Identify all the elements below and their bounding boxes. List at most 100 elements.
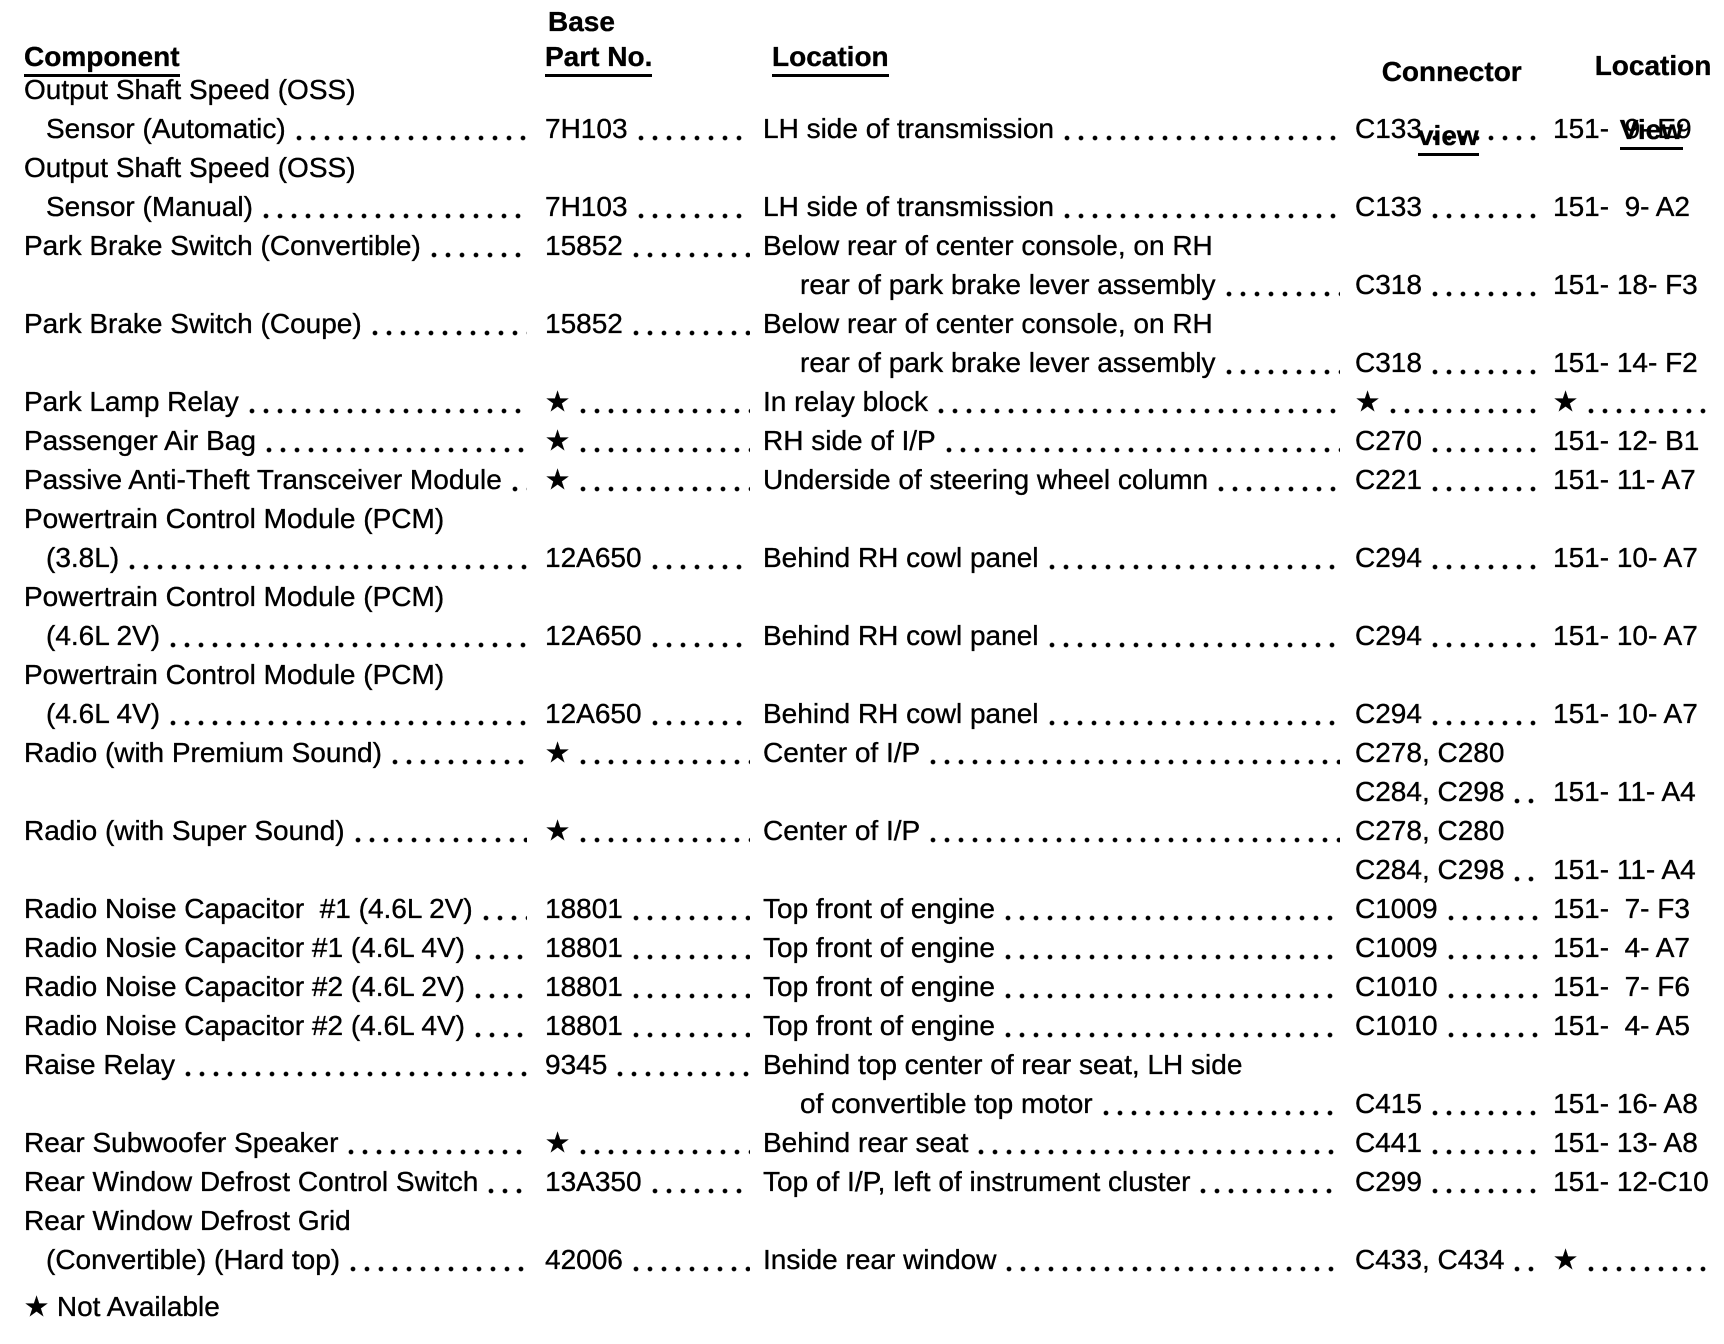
cell-conn: C133	[1355, 109, 1547, 148]
cell-view: 151- 9- E9	[1553, 109, 1720, 148]
cell-text: 18801	[545, 971, 623, 1002]
cell-conn: C1009	[1355, 928, 1547, 967]
cell-view: 151- 14- F2	[1553, 343, 1720, 382]
dot-leader	[1102, 1110, 1340, 1116]
cell-loc: Underside of steering wheel column	[763, 460, 1348, 499]
cell-text: 9345	[545, 1049, 608, 1080]
dot-leader	[1048, 564, 1340, 570]
dot-leader	[1588, 408, 1712, 414]
header-location: Location	[772, 41, 889, 77]
cell-part: 12A650	[545, 616, 758, 655]
dot-leader	[632, 1266, 750, 1272]
cell-text: C270	[1355, 425, 1422, 456]
table-row: Passenger Air Bag ★ RH side of I/P C270 151-…	[0, 421, 1724, 460]
dot-leader	[945, 447, 1340, 453]
cell-loc: Top front of engine	[763, 1006, 1348, 1045]
dot-leader	[262, 213, 527, 219]
cell-text: Behind RH cowl panel	[763, 620, 1039, 651]
cell-text: (Convertible) (Hard top)	[46, 1244, 341, 1275]
cell-conn: C133	[1355, 187, 1547, 226]
cell-view: 151- 11- A7	[1553, 460, 1720, 499]
cell-text: 151- 18- F3	[1553, 269, 1698, 300]
cell-text: Center of I/P	[763, 737, 921, 768]
cell-view: 151- 18- F3	[1553, 265, 1720, 304]
cell-text: Radio Noise Capacitor #2 (4.6L 4V)	[24, 1010, 465, 1041]
cell-text: Powertrain Control Module (PCM)	[24, 581, 445, 612]
cell-view: 151- 11- A4	[1553, 850, 1720, 889]
cell-view: 151- 4- A5	[1553, 1006, 1720, 1045]
cell-comp: Rear Window Defrost Grid	[24, 1201, 535, 1240]
cell-comp: Passive Anti-Theft Transceiver Module	[24, 460, 535, 499]
cell-text: 15852	[545, 230, 623, 261]
dot-leader	[651, 720, 750, 726]
cell-text: (4.6L 4V)	[46, 698, 161, 729]
dot-leader	[580, 837, 750, 843]
cell-text: C133	[1355, 113, 1422, 144]
cell-view: ★	[1553, 1240, 1720, 1279]
cell-comp: Park Brake Switch (Coupe)	[24, 304, 535, 343]
dot-leader	[1447, 1032, 1539, 1038]
cell-view: 151- 10- A7	[1553, 694, 1720, 733]
cell-text: 151- 11- A4	[1553, 776, 1696, 807]
cell-view: 151- 12-C10	[1553, 1162, 1720, 1201]
table-row: ★ Not Available	[0, 1287, 1724, 1326]
cell-conn: C433, C434	[1355, 1240, 1547, 1279]
cell-text: 18801	[545, 893, 623, 924]
cell-part: ★	[545, 1123, 758, 1162]
dot-leader	[632, 954, 750, 960]
cell-text: of convertible top motor	[800, 1088, 1093, 1119]
table-row: Rear Window Defrost Grid	[0, 1201, 1724, 1240]
cell-text: Sensor (Automatic)	[46, 113, 286, 144]
cell-text: Behind RH cowl panel	[763, 698, 1039, 729]
cell-text: Underside of steering wheel column	[763, 464, 1209, 495]
header-component: Component	[24, 41, 180, 77]
cell-text: Output Shaft Speed (OSS)	[24, 152, 356, 183]
cell-loc: Behind rear seat	[763, 1123, 1348, 1162]
dot-leader	[1431, 486, 1539, 492]
cell-comp: Radio Noise Capacitor #2 (4.6L 4V)	[24, 1006, 535, 1045]
cell-comp: (3.8L)	[46, 538, 535, 577]
cell-comp: Rear Subwoofer Speaker	[24, 1123, 535, 1162]
cell-text: 151- 4- A7	[1553, 932, 1690, 963]
cell-part: 42006	[545, 1240, 758, 1279]
dot-leader	[511, 486, 527, 492]
cell-text: 7H103	[545, 191, 628, 222]
dot-leader	[632, 1032, 750, 1038]
cell-comp: (Convertible) (Hard top)	[46, 1240, 535, 1279]
table-row: Powertrain Control Module (PCM)	[0, 577, 1724, 616]
table-row: Passive Anti-Theft Transceiver Module ★ Un…	[0, 460, 1724, 499]
cell-part: 18801	[545, 967, 758, 1006]
cell-text: RH side of I/P	[763, 425, 936, 456]
dot-leader	[1048, 642, 1340, 648]
cell-text: ★	[1553, 386, 1579, 417]
cell-text: C1009	[1355, 893, 1438, 924]
cell-conn: C318	[1355, 265, 1547, 304]
cell-part: 12A650	[545, 538, 758, 577]
dot-leader	[1006, 1266, 1340, 1272]
table-row: rear of park brake lever assembly C318 151…	[0, 265, 1724, 304]
cell-text: ★	[1355, 386, 1381, 417]
cell-conn: C415	[1355, 1084, 1547, 1123]
header-base-label: Base	[548, 6, 615, 37]
cell-loc: Center of I/P	[763, 733, 1348, 772]
cell-comp: Rear Window Defrost Control Switch	[24, 1162, 535, 1201]
cell-loc: Center of I/P	[763, 811, 1348, 850]
cell-text: rear of park brake lever assembly	[800, 347, 1216, 378]
dot-leader	[1431, 291, 1539, 297]
dot-leader	[580, 759, 750, 765]
table-lines: Output Shaft Speed (OSS) Sensor (Automati…	[0, 70, 1724, 1326]
dot-leader	[488, 1188, 527, 1194]
cell-view: 151- 4- A7	[1553, 928, 1720, 967]
cell-loc: Inside rear window	[763, 1240, 1348, 1279]
cell-part: ★	[545, 811, 758, 850]
cell-text: 15852	[545, 308, 623, 339]
dot-leader	[637, 213, 750, 219]
cell-loc: Below rear of center console, on RH	[763, 304, 1348, 343]
cell-text: 13A350	[545, 1166, 642, 1197]
cell-text: Top front of engine	[763, 932, 995, 963]
table-row: (4.6L 4V) 12A650 Behind RH cowl panel C294 1…	[0, 694, 1724, 733]
cell-text: Sensor (Manual)	[46, 191, 253, 222]
cell-text: LH side of transmission	[763, 191, 1055, 222]
cell-view: 151- 7- F6	[1553, 967, 1720, 1006]
table-row: Sensor (Automatic) 7H103 LH side of transm…	[0, 109, 1724, 148]
